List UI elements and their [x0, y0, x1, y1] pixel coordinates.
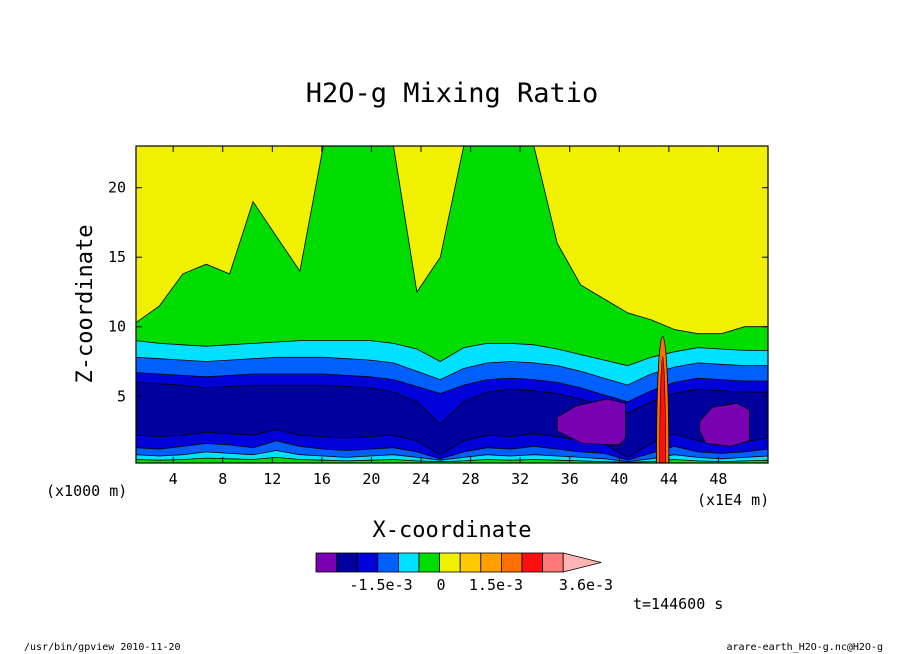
- footer-right: arare-earth_H2O-g.nc@H2O-g: [726, 642, 883, 653]
- colorbar-swatch: [418, 552, 441, 573]
- x-tick-label: 4: [169, 470, 178, 488]
- colorbar-swatch: [542, 552, 564, 573]
- chart-title: H2O-g Mixing Ratio: [306, 78, 599, 109]
- x-tick-label: 32: [511, 470, 529, 488]
- y-axis: 5 10 15 20: [108, 179, 768, 405]
- colorbar-swatch: [336, 552, 358, 573]
- colorbar-swatch: [377, 552, 399, 573]
- x-tick-label: 28: [462, 470, 480, 488]
- x-axis-label: X-coordinate: [373, 518, 532, 543]
- colorbar-swatch: [521, 552, 544, 573]
- x-tick-label: 48: [709, 470, 727, 488]
- x-tick-label: 44: [660, 470, 678, 488]
- purple-region-1: [556, 398, 626, 446]
- x-tick-label: 8: [218, 470, 227, 488]
- colorbar-swatch: [356, 552, 379, 573]
- colorbar-swatch: [439, 552, 461, 573]
- plot-area: [136, 146, 768, 463]
- x-tick-label: 16: [313, 470, 331, 488]
- colorbar-swatch: [397, 552, 420, 573]
- plot-frame: [135, 145, 769, 464]
- y-tick-label: 20: [108, 179, 126, 197]
- y-axis-label: Z-coordinate: [73, 225, 98, 384]
- colorbar: [315, 552, 602, 573]
- colorbar-tick-label: -1.5e-3: [349, 576, 412, 594]
- plume-core: [659, 356, 666, 463]
- y-tick-label: 10: [108, 318, 126, 336]
- purple-region-2: [699, 402, 750, 447]
- colorbar-swatch: [500, 552, 523, 573]
- x-scale-label: (x1E4 m): [697, 491, 769, 509]
- colorbar-swatch: [480, 552, 502, 573]
- time-label: t=144600 s: [633, 595, 723, 613]
- x-tick-label: 20: [362, 470, 380, 488]
- y-tick-label: 5: [117, 387, 126, 405]
- colorbar-tick-label: 3.6e-3: [559, 576, 613, 594]
- contour-band-cyan_floor: [136, 456, 768, 463]
- colorbar-tick-label: 1.5e-3: [469, 576, 523, 594]
- x-axis: 4 8 12 16 20 24 28 32 36 40 44 48: [169, 146, 727, 488]
- footer-left: /usr/bin/gpview 2010-11-20: [24, 642, 181, 653]
- x-tick-label: 36: [561, 470, 579, 488]
- colorbar-arrow: [562, 552, 602, 573]
- x-tick-label: 12: [263, 470, 281, 488]
- x-tick-label: 24: [412, 470, 430, 488]
- colorbar-tick-label: 0: [436, 576, 445, 594]
- colorbar-swatch: [315, 552, 338, 573]
- colorbar-labels: -1.5e-3 0 1.5e-3 3.6e-3: [349, 576, 613, 594]
- y-tick-label: 15: [108, 248, 126, 266]
- x-tick-label: 40: [610, 470, 628, 488]
- colorbar-swatch: [459, 552, 482, 573]
- x-unit-label: (x1000 m): [46, 482, 127, 500]
